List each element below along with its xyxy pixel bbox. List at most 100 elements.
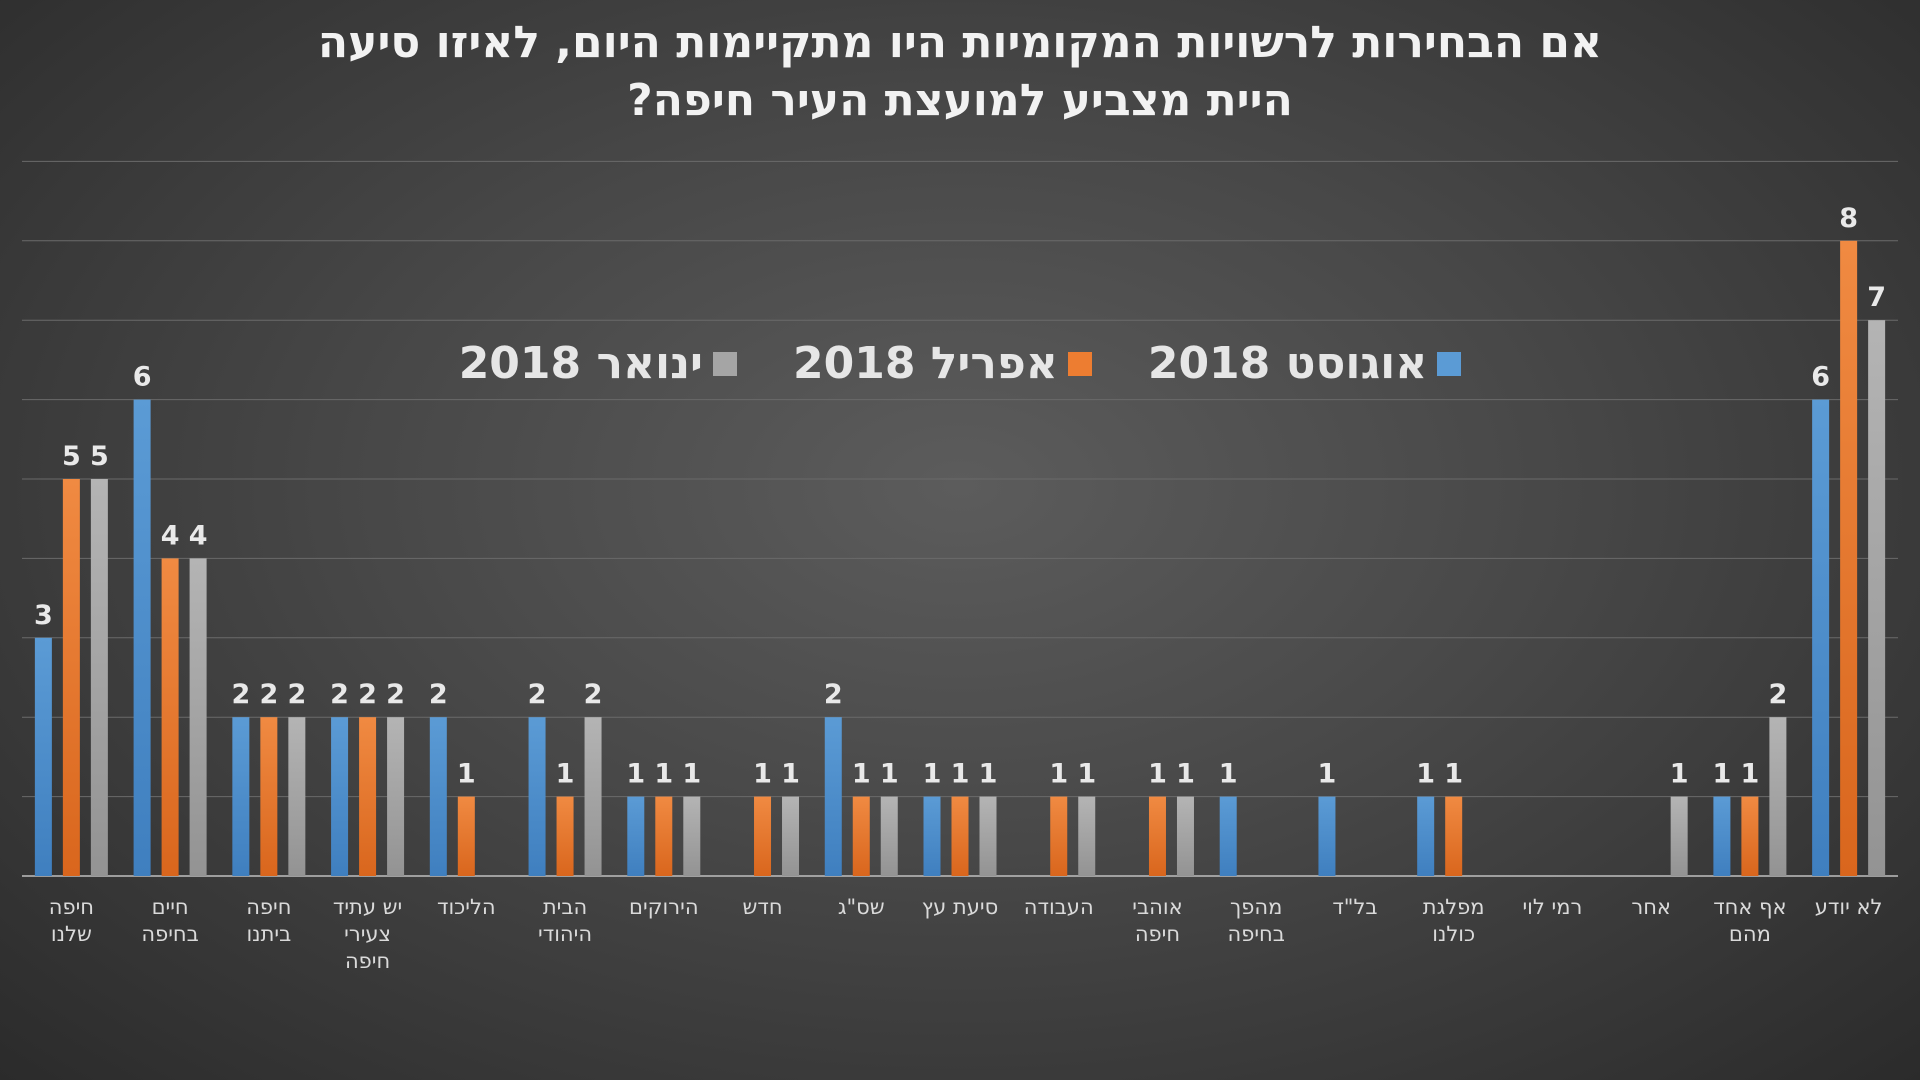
data-label: 2 <box>1768 679 1787 710</box>
bar <box>1176 796 1194 876</box>
category-label: חיים בחיפה <box>141 895 198 946</box>
bar <box>528 717 546 876</box>
data-label: 1 <box>1176 759 1195 790</box>
bar <box>1868 320 1886 876</box>
category-label: אף אחד מהם <box>1713 895 1786 946</box>
data-label: 1 <box>556 759 575 790</box>
bar <box>852 796 870 876</box>
legend-item-january: ינואר 2018 <box>459 338 737 389</box>
bar <box>1318 796 1336 876</box>
bar <box>62 479 80 876</box>
legend-swatch-january <box>713 351 737 376</box>
bar <box>1713 796 1731 876</box>
bar <box>683 796 701 876</box>
bar <box>1445 796 1463 876</box>
bar <box>1670 796 1688 876</box>
data-label: 1 <box>1219 759 1238 790</box>
data-label: 2 <box>386 679 405 710</box>
bar <box>1812 399 1830 876</box>
data-label: 1 <box>1318 759 1337 790</box>
data-label: 6 <box>1811 362 1830 393</box>
category-label: הבית היהודי <box>538 895 592 946</box>
category-label: שס"ג <box>838 895 885 919</box>
legend-label-april: אפריל 2018 <box>793 338 1058 389</box>
data-label: 3 <box>34 600 53 631</box>
data-label: 1 <box>1670 759 1689 790</box>
data-label: 2 <box>330 679 349 710</box>
data-label: 1 <box>1740 759 1759 790</box>
category-labels: חיפה שלנו חיים בחיפה חיפה ביתנו יש עתיד צעירי חי… <box>49 895 1883 973</box>
legend-swatch-august <box>1437 351 1462 376</box>
legend-label-january: ינואר 2018 <box>458 338 703 389</box>
category-label: רמי לוי <box>1522 895 1582 919</box>
data-label: 1 <box>1049 759 1068 790</box>
data-label: 1 <box>654 759 673 790</box>
bar <box>1148 796 1166 876</box>
bar <box>923 796 941 876</box>
chart-title: אם הבחירות לרשויות המקומיות היו מתקיימות… <box>0 14 1920 130</box>
bar <box>1050 796 1068 876</box>
category-label: הליכוד <box>437 895 496 919</box>
legend-item-april: אפריל 2018 <box>793 338 1092 389</box>
bar <box>1219 796 1237 876</box>
bar <box>387 717 405 876</box>
bar <box>951 796 969 876</box>
data-label: 2 <box>287 679 306 710</box>
bar <box>1840 240 1858 877</box>
data-label: 5 <box>90 441 109 472</box>
category-label: מהפך בחיפה <box>1228 895 1285 946</box>
data-label: 1 <box>979 759 998 790</box>
category-label: חיפה שלנו <box>49 895 94 946</box>
bar <box>1769 717 1787 876</box>
data-label: 4 <box>161 520 180 551</box>
data-label: 5 <box>62 441 81 472</box>
bar <box>90 479 108 876</box>
bar <box>584 717 602 876</box>
legend-swatch-april <box>1067 351 1092 376</box>
bar <box>824 717 842 876</box>
data-label: 1 <box>852 759 871 790</box>
bar <box>161 558 179 876</box>
data-label: 1 <box>753 759 772 790</box>
data-label: 1 <box>1148 759 1167 790</box>
data-label: 2 <box>358 679 377 710</box>
data-label: 1 <box>682 759 701 790</box>
bar <box>782 796 800 876</box>
bar <box>260 717 278 876</box>
category-label: יש עתיד צעירי חיפה <box>333 895 402 973</box>
bar <box>133 399 151 876</box>
bar <box>880 796 898 876</box>
category-label: הירוקים <box>629 895 699 919</box>
bar <box>627 796 645 876</box>
data-label: 1 <box>1712 759 1731 790</box>
data-label: 6 <box>133 362 152 393</box>
data-label: 1 <box>880 759 899 790</box>
legend-label-august: אוגוסט 2018 <box>1147 338 1428 389</box>
bar <box>1078 796 1096 876</box>
data-label: 8 <box>1839 203 1858 234</box>
category-label: אוהבי חיפה <box>1132 895 1182 946</box>
bar <box>189 558 207 876</box>
data-label: 1 <box>1416 759 1435 790</box>
data-label: 2 <box>528 679 547 710</box>
data-label: 2 <box>259 679 278 710</box>
bar <box>556 796 574 876</box>
bar <box>1741 796 1759 876</box>
category-label: בל"ד <box>1332 895 1377 919</box>
bar <box>979 796 997 876</box>
bar <box>655 796 673 876</box>
legend: אוגוסט 2018 אפריל 2018 ינואר 2018 <box>0 338 1920 389</box>
chart-title-line-1: אם הבחירות לרשויות המקומיות היו מתקיימות… <box>317 17 1603 68</box>
data-label: 2 <box>429 679 448 710</box>
legend-item-august: אוגוסט 2018 <box>1147 338 1462 389</box>
data-label: 1 <box>626 759 645 790</box>
bar <box>288 717 306 876</box>
data-label: 1 <box>951 759 970 790</box>
data-label: 2 <box>584 679 603 710</box>
category-label: מפלגת כולנו <box>1423 895 1485 946</box>
bars <box>34 240 1886 877</box>
bar <box>1417 796 1435 876</box>
data-label: 1 <box>1444 759 1463 790</box>
